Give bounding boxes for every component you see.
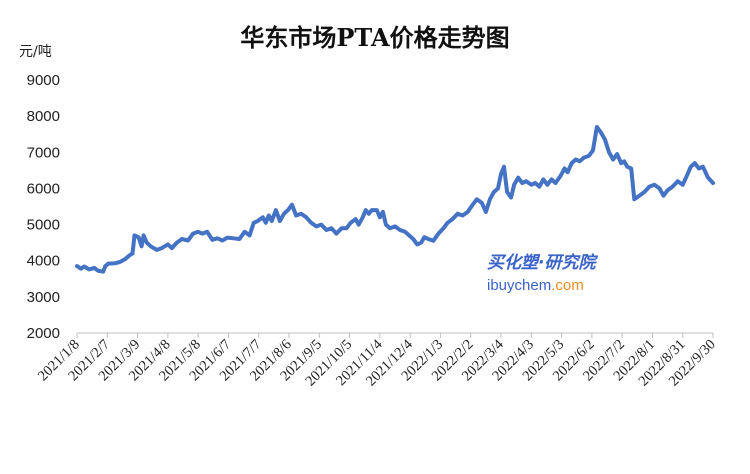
y-tick-label: 4000 (27, 253, 60, 270)
chart-title: 华东市场PTA价格走势图 (240, 23, 509, 52)
y-tick-label: 6000 (27, 180, 60, 197)
y-tick-label: 7000 (27, 144, 60, 161)
y-axis-unit-label: 元/吨 (19, 44, 52, 60)
watermark-en-prefix: ibuychem (487, 277, 551, 294)
series-line-pta-price (75, 125, 715, 274)
series-group (75, 125, 715, 274)
y-tick-label: 3000 (27, 289, 60, 306)
watermark: 买化塑·研究院 ibuychem.com (487, 253, 598, 294)
watermark-cn-text: 买化塑·研究院 (487, 253, 598, 273)
y-tick-label: 2000 (27, 325, 60, 342)
y-tick-label: 8000 (27, 108, 60, 125)
watermark-en-suffix: .com (551, 277, 584, 294)
y-tick-label: 9000 (27, 72, 60, 89)
x-axis-ticks: 2021/1/82021/2/72021/3/92021/4/82021/5/8… (35, 333, 719, 389)
watermark-en-text: ibuychem.com (487, 277, 584, 294)
y-axis-ticks: 2000 3000 4000 5000 6000 7000 8000 9000 (27, 72, 60, 342)
y-tick-label: 5000 (27, 217, 60, 234)
